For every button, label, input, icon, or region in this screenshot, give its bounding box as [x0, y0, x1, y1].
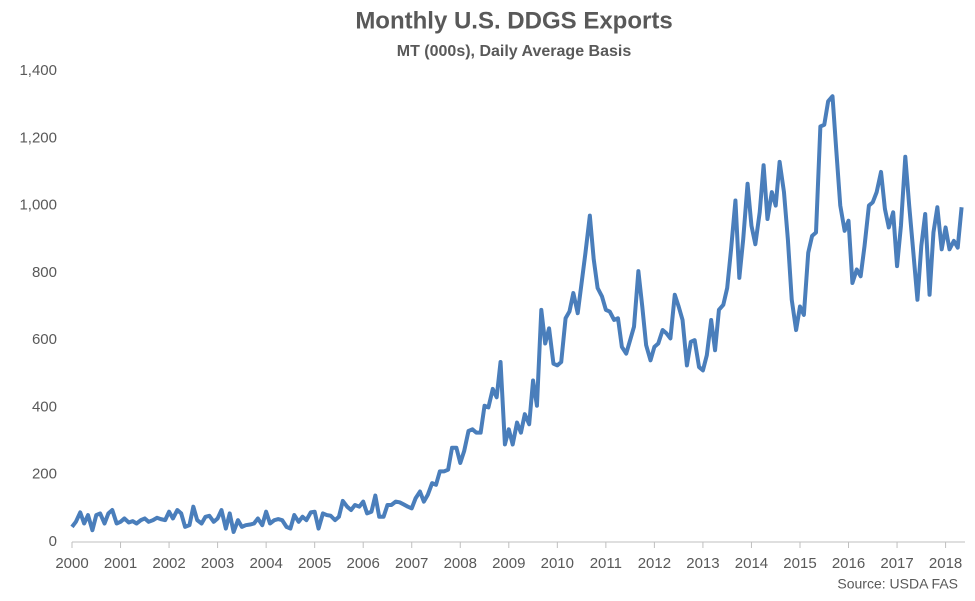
source-note: Source: USDA FAS: [837, 576, 958, 592]
x-tick-label: 2002: [152, 555, 185, 572]
y-tick-label: 0: [49, 533, 57, 550]
x-tick-label: 2018: [929, 555, 962, 572]
x-tick-label: 2017: [880, 555, 913, 572]
x-tick-label: 2004: [249, 555, 282, 572]
y-tick-label: 200: [32, 466, 57, 483]
x-tick-label: 2016: [832, 555, 865, 572]
x-tick-label: 2015: [783, 555, 816, 572]
x-tick-label: 2008: [444, 555, 477, 572]
x-tick-label: 2012: [638, 555, 671, 572]
y-tick-label: 400: [32, 398, 57, 415]
x-tick-label: 2005: [298, 555, 331, 572]
y-tick-label: 1,400: [19, 62, 57, 79]
x-tick-label: 2003: [201, 555, 234, 572]
x-tick-label: 2010: [541, 555, 574, 572]
data-line: [70, 94, 964, 534]
y-tick-label: 1,000: [19, 197, 57, 214]
x-tick-label: 2006: [347, 555, 380, 572]
chart-title: Monthly U.S. DDGS Exports: [355, 7, 672, 34]
y-tick-label: 1,200: [19, 129, 57, 146]
x-tick-label: 2000: [55, 555, 88, 572]
x-tick-label: 2009: [492, 555, 525, 572]
x-tick-label: 2011: [590, 555, 622, 572]
chart-subtitle: MT (000s), Daily Average Basis: [397, 43, 632, 60]
x-tick-label: 2014: [735, 555, 768, 572]
x-tick-label: 2007: [395, 555, 428, 572]
y-tick-label: 800: [32, 264, 57, 281]
x-tick-label: 2001: [104, 555, 137, 572]
y-tick-label: 600: [32, 331, 57, 348]
x-tick-label: 2013: [686, 555, 719, 572]
